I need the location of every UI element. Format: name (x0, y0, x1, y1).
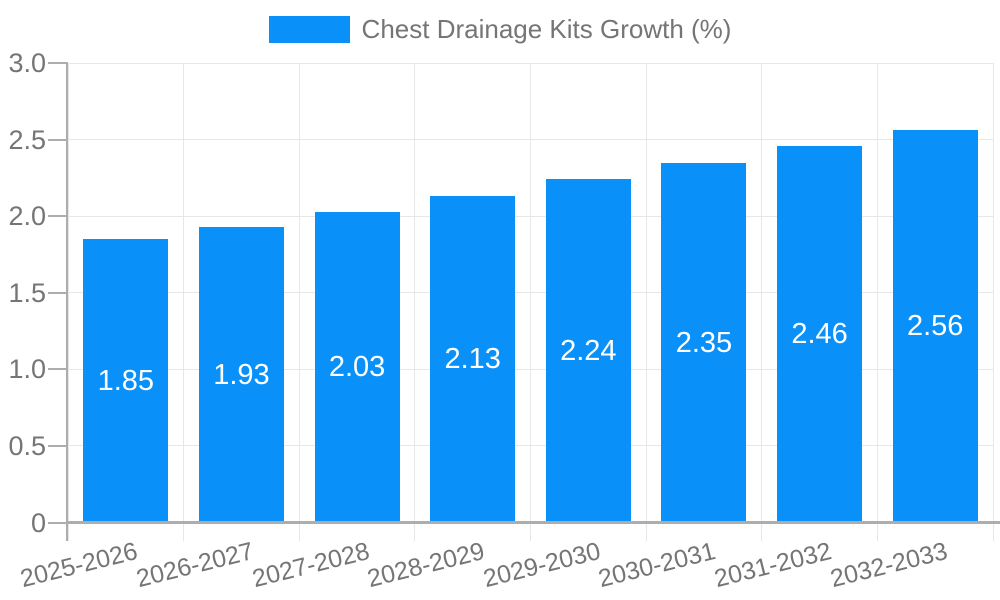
v-gridline (645, 63, 647, 541)
v-gridline (414, 63, 416, 541)
bar-value-label: 2.24 (560, 334, 617, 367)
bar-value-label: 2.56 (906, 310, 964, 343)
y-axis-tick (48, 62, 68, 64)
v-gridline (183, 63, 185, 541)
y-tick-label: 1.0 (8, 354, 46, 385)
bar[interactable] (545, 179, 631, 523)
y-axis-tick (48, 444, 68, 447)
legend-label: Chest Drainage Kits Growth (%) (361, 14, 732, 44)
x-axis-line (66, 521, 1000, 524)
x-tick-label: 2029-2030 (480, 537, 604, 594)
y-tick-label: 1.5 (8, 277, 46, 308)
x-tick-label: 2030-2031 (595, 537, 719, 594)
y-tick-label: 2.0 (8, 201, 46, 232)
bar[interactable] (314, 211, 400, 523)
bar-value-label: 2.13 (444, 343, 501, 376)
legend-swatch (268, 15, 350, 43)
x-tick-label: 2032-2033 (827, 537, 950, 594)
x-tick-label: 2031-2032 (711, 537, 835, 594)
bar-value-label: 2.03 (328, 351, 386, 384)
x-tick-label: 2025-2026 (17, 537, 141, 594)
legend[interactable]: Chest Drainage Kits Growth (%) (0, 14, 1000, 44)
v-gridline (530, 63, 531, 541)
bar-value-label: 2.35 (675, 326, 733, 359)
y-axis-tick (48, 521, 68, 524)
x-tick-label: 2027-2028 (249, 537, 372, 594)
v-gridline (761, 63, 763, 541)
y-axis-line (66, 63, 68, 541)
v-gridline (67, 63, 69, 541)
bar[interactable] (83, 239, 169, 523)
v-gridline (298, 63, 300, 541)
y-tick-label: 0 (30, 507, 46, 538)
bar[interactable] (430, 196, 516, 523)
bar-value-label: 1.93 (213, 358, 270, 391)
bar[interactable] (777, 145, 863, 523)
bar[interactable] (198, 226, 284, 523)
y-tick-label: 2.5 (8, 124, 46, 155)
y-axis-tick (48, 138, 68, 141)
x-tick-label: 2028-2029 (364, 537, 488, 594)
v-gridline (992, 63, 994, 541)
v-gridline (876, 63, 878, 541)
y-axis-tick (48, 291, 68, 294)
x-tick-label: 2026-2027 (133, 537, 257, 594)
y-tick-label: 0.5 (8, 430, 46, 461)
y-axis-tick (48, 368, 68, 371)
y-tick-label: 3.0 (8, 48, 46, 78)
bar[interactable] (661, 162, 747, 523)
bar[interactable] (892, 130, 978, 523)
y-axis-tick (48, 215, 68, 218)
bar-value-label: 2.46 (791, 318, 848, 351)
bar-value-label: 1.85 (97, 364, 155, 397)
